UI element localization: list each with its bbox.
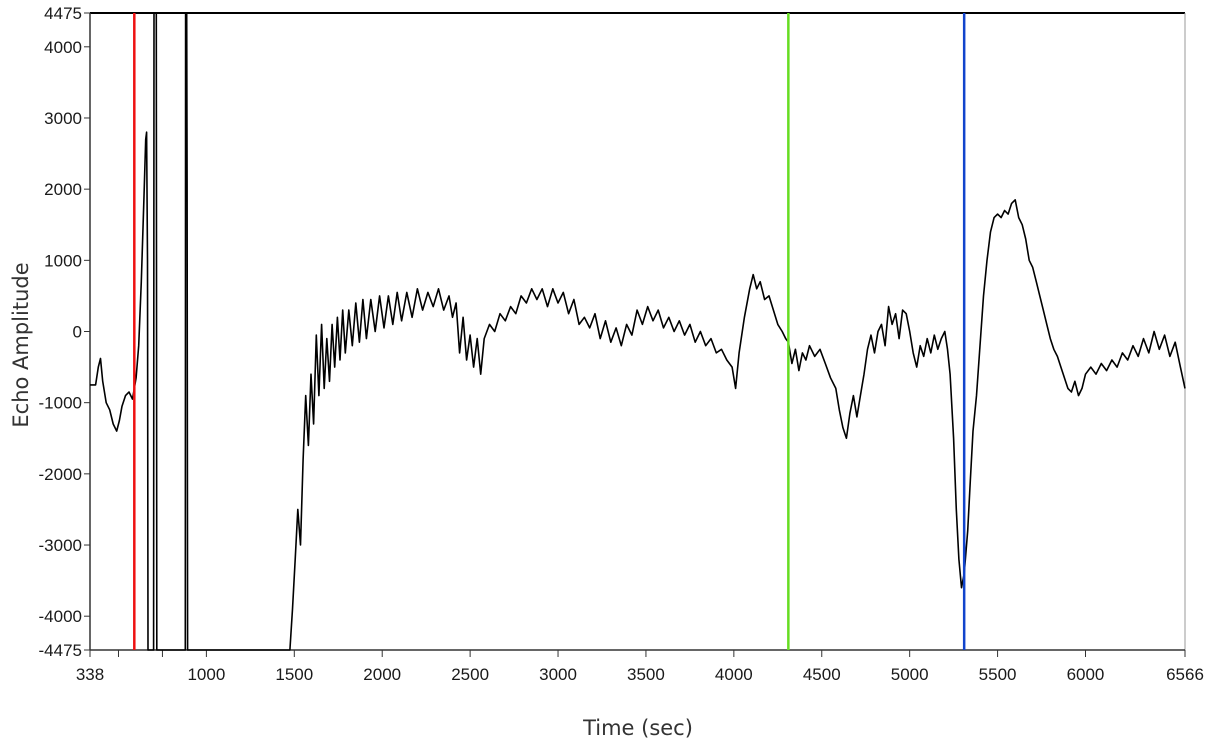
y-tick-label: -2000 bbox=[39, 465, 82, 484]
y-tick-label: 3000 bbox=[44, 109, 82, 128]
y-tick-label: -1000 bbox=[39, 394, 82, 413]
x-tick-label: 6566 bbox=[1166, 665, 1204, 684]
x-tick-label: 5500 bbox=[979, 665, 1017, 684]
series-layer bbox=[90, 12, 1186, 651]
plot-area bbox=[89, 12, 1186, 651]
y-axis-title: Echo Amplitude bbox=[9, 262, 33, 427]
marker-layer bbox=[133, 13, 966, 650]
y-tick-label: -4475 bbox=[39, 641, 82, 660]
y-tick-label: 4000 bbox=[44, 38, 82, 57]
x-tick-label: 1000 bbox=[187, 665, 225, 684]
x-tick-label: 4500 bbox=[803, 665, 841, 684]
y-tick-label: 0 bbox=[73, 323, 82, 342]
x-tick-label: 338 bbox=[76, 665, 104, 684]
x-tick-label: 2500 bbox=[451, 665, 489, 684]
y-tick-label: 2000 bbox=[44, 180, 82, 199]
y-tick-label: -4000 bbox=[39, 607, 82, 626]
x-axis-ticks: 338 1000 1500 2000 2500 3000 3500 4000 4500 5000 5… bbox=[76, 650, 1204, 684]
y-tick-label: -3000 bbox=[39, 536, 82, 555]
y-tick-label: 1000 bbox=[44, 251, 82, 270]
x-tick-label: 3000 bbox=[539, 665, 577, 684]
y-axis-ticks: 4475 4000 3000 2000 1000 0 -1000 -2000 -3000 -400… bbox=[39, 4, 90, 660]
x-tick-label: 1500 bbox=[275, 665, 313, 684]
x-tick-label: 5000 bbox=[891, 665, 929, 684]
series-line-0 bbox=[90, 12, 1186, 651]
x-tick-label: 3500 bbox=[627, 665, 665, 684]
x-tick-label: 2000 bbox=[363, 665, 401, 684]
x-tick-label: 4000 bbox=[715, 665, 753, 684]
x-tick-label: 6000 bbox=[1067, 665, 1105, 684]
y-tick-label: 4475 bbox=[44, 4, 82, 23]
x-axis-title: Time (sec) bbox=[582, 716, 693, 740]
